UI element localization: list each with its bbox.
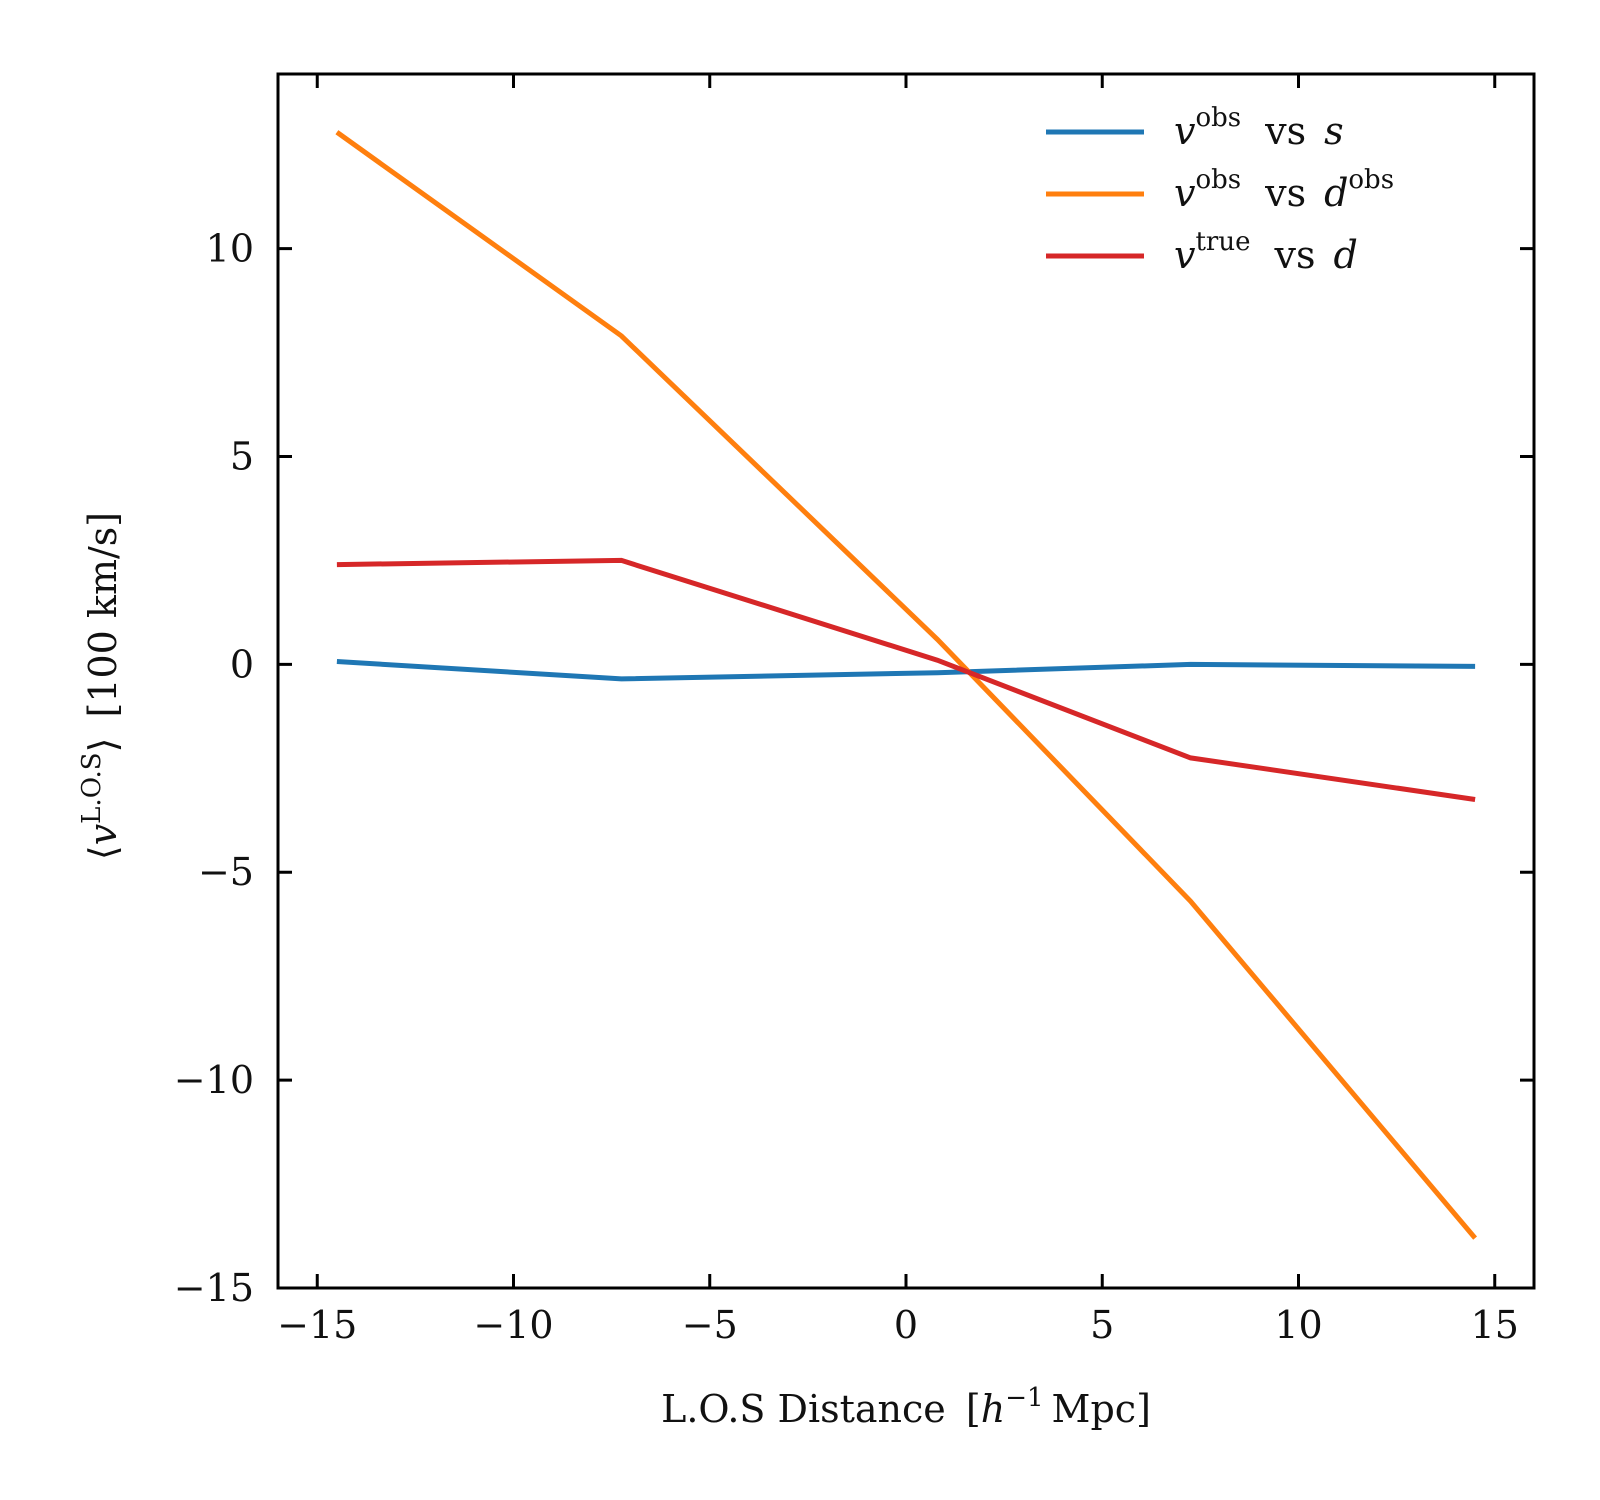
y-tick-label: 10 (206, 227, 254, 271)
y-axis-label: ⟨vL.O.S⟩ [100 km/s] (77, 512, 125, 860)
x-tick-label: 15 (1471, 1303, 1519, 1347)
legend-label-2: vobs vs dobs (1174, 165, 1394, 215)
legend: vobs vs s vobs vs dobs vtrue vs d (1046, 103, 1394, 277)
series-line-3 (336, 557, 1476, 802)
x-tick-label: −5 (682, 1303, 738, 1347)
series-line-1 (336, 659, 1476, 682)
y-tick-label: −5 (198, 850, 254, 894)
y-tick-label: −10 (174, 1058, 254, 1102)
y-tick-label: 5 (230, 434, 254, 478)
legend-label-1: vobs vs s (1174, 103, 1344, 153)
x-tick-label: −10 (473, 1303, 553, 1347)
series-line-2 (335, 130, 1478, 1240)
series-lines (335, 130, 1478, 1240)
legend-label-3: vtrue vs d (1174, 227, 1358, 277)
x-tick-label: 10 (1274, 1303, 1322, 1347)
y-tick-label: −15 (174, 1266, 254, 1310)
x-tick-label: −15 (277, 1303, 357, 1347)
x-axis-label: L.O.S Distance [h−1 Mpc] (661, 1383, 1151, 1431)
x-tick-label: 0 (894, 1303, 918, 1347)
axis-ticks: −15 −10 −5 0 5 10 15 −15 −10 −5 0 5 10 (174, 74, 1534, 1347)
y-tick-label: 0 (230, 642, 254, 686)
x-tick-label: 5 (1090, 1303, 1114, 1347)
